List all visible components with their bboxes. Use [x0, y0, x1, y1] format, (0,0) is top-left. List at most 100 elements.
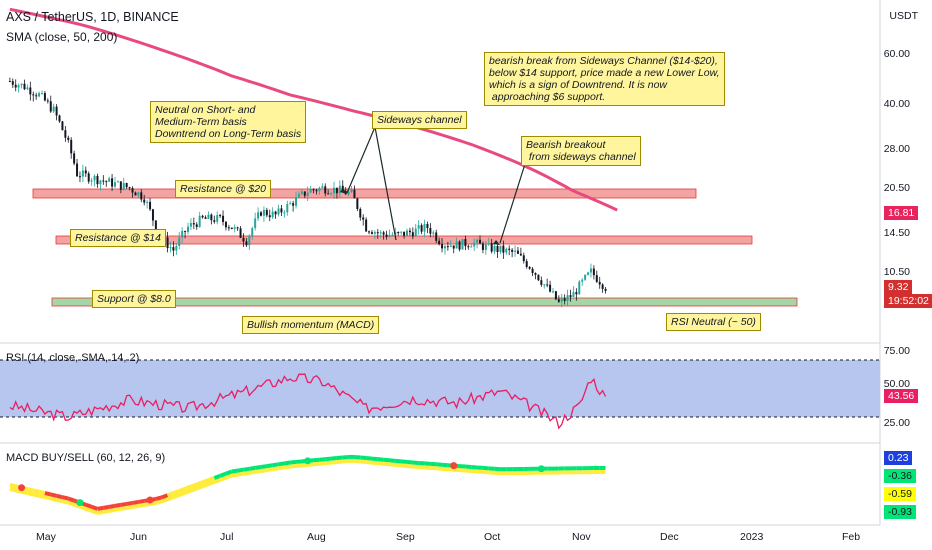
candle-body: [32, 94, 35, 96]
macd-signal: [9, 487, 17, 493]
candle-body: [338, 185, 341, 194]
macd-line: [184, 484, 192, 491]
macd-signal-dot: [537, 465, 545, 473]
price-tick: 28.00: [883, 143, 910, 155]
candle-body: [508, 248, 511, 250]
candle-body: [14, 84, 17, 88]
macd-signal-dot: [450, 462, 458, 470]
macd-signal: [38, 493, 46, 500]
candle-body: [84, 170, 87, 174]
candle-body: [327, 193, 330, 195]
macd-line: [406, 459, 414, 465]
macd-line: [85, 502, 93, 509]
candle-body: [554, 291, 557, 300]
resistance-20-zone: [32, 188, 697, 199]
candle-body: [11, 81, 14, 85]
candle-body: [265, 209, 268, 216]
candle-body: [452, 245, 455, 249]
candle-body: [560, 298, 563, 302]
candle-body: [140, 192, 143, 200]
candle-body: [569, 295, 572, 297]
macd-signal: [190, 486, 198, 493]
candle-body: [365, 219, 368, 232]
candle-body: [575, 292, 578, 295]
candle-body: [516, 250, 519, 254]
candle-body: [239, 228, 242, 238]
macd-signal: [272, 466, 279, 472]
sma-200-line: [9, 7, 618, 212]
candle-body: [587, 272, 590, 275]
candle-body: [531, 268, 534, 274]
candle-body: [356, 198, 359, 209]
macd-signal: [184, 488, 192, 495]
price-tick: 60.00: [883, 48, 910, 60]
macd-line: [166, 491, 175, 498]
macd-line: [325, 456, 332, 462]
candle-body: [286, 203, 289, 213]
macd-line: [207, 476, 215, 483]
macd-line: [172, 489, 180, 495]
rsi-pane: [0, 359, 880, 430]
macd-signal: [377, 461, 384, 466]
candle-body: [487, 243, 490, 245]
candle-body: [376, 232, 379, 234]
macd-line: [138, 498, 145, 504]
macd-badge: 0.23: [884, 451, 913, 465]
macd-line: [389, 458, 396, 463]
candle-body: [268, 215, 271, 218]
macd-badge: -0.93: [884, 505, 916, 519]
macd-line: [161, 493, 169, 500]
arrow-head: [340, 188, 347, 194]
macd-signal: [319, 461, 326, 466]
candle-body: [598, 281, 601, 285]
x-tick: Jun: [130, 531, 147, 543]
candle-body: [584, 274, 587, 280]
macd-line: [249, 465, 256, 471]
candle-body: [318, 187, 321, 192]
candle-body: [87, 173, 90, 182]
x-tick: Aug: [307, 531, 326, 543]
candle-body: [432, 232, 435, 234]
rsi-legend: RSI (14, close, SMA, 14, 2): [6, 352, 140, 364]
macd-signal: [143, 502, 151, 507]
candle-body: [277, 208, 280, 215]
rsi-band: [0, 360, 880, 417]
candle-body: [46, 100, 49, 102]
candle-body: [589, 268, 592, 273]
candlestick-series: [8, 77, 607, 308]
candle-body: [449, 245, 452, 247]
macd-signal: [108, 507, 116, 513]
macd-line: [213, 473, 221, 480]
macd-line: [132, 499, 139, 505]
candle-body: [309, 189, 312, 193]
candle-body: [128, 187, 131, 189]
price-tick: 10.50: [883, 266, 910, 278]
macd-signal: [243, 470, 250, 476]
candle-body: [333, 187, 335, 194]
macd-signal: [225, 473, 233, 480]
candle-body: [379, 232, 382, 234]
candle-body: [20, 83, 23, 86]
macd-signal: [15, 488, 23, 494]
candle-body: [105, 181, 108, 183]
candle-body: [312, 189, 315, 191]
macd-signal: [301, 462, 308, 468]
candle-body: [496, 245, 499, 253]
candle-body: [438, 240, 441, 245]
macd-line: [295, 459, 303, 464]
macd-line: [97, 505, 104, 511]
candle-body: [385, 234, 388, 237]
candle-body: [347, 192, 350, 195]
macd-line: [26, 487, 34, 493]
rsi-tick: 25.00: [883, 417, 910, 429]
macd-signal: [44, 495, 52, 501]
macd-signal: [85, 506, 93, 513]
macd-signal: [219, 475, 227, 482]
macd-signal: [213, 477, 221, 484]
candle-body: [35, 95, 38, 97]
x-tick: Dec: [660, 531, 679, 543]
macd-signal: [102, 508, 110, 514]
candle-body: [403, 231, 406, 236]
candle-body: [116, 181, 119, 183]
macd-signal: [260, 468, 268, 473]
